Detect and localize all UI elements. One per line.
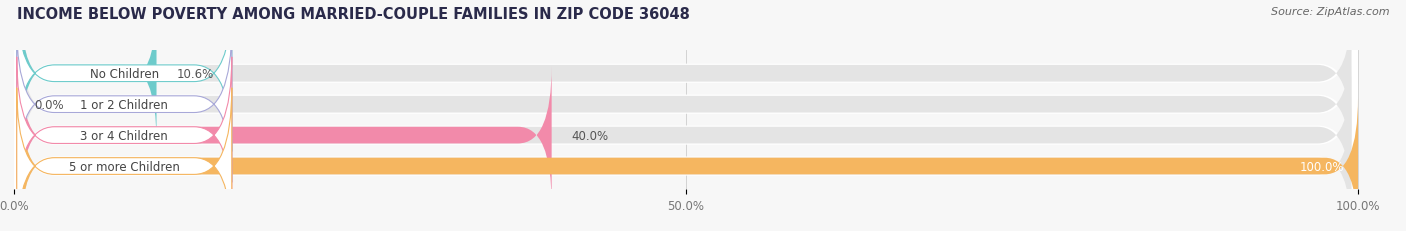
FancyBboxPatch shape: [21, 36, 1351, 173]
Text: 3 or 4 Children: 3 or 4 Children: [80, 129, 169, 142]
Text: 10.6%: 10.6%: [177, 67, 214, 80]
FancyBboxPatch shape: [17, 58, 232, 213]
FancyBboxPatch shape: [14, 0, 1358, 157]
FancyBboxPatch shape: [14, 22, 1358, 188]
Text: 1 or 2 Children: 1 or 2 Children: [80, 98, 169, 111]
Text: No Children: No Children: [90, 67, 159, 80]
Text: 5 or more Children: 5 or more Children: [69, 160, 180, 173]
Text: Source: ZipAtlas.com: Source: ZipAtlas.com: [1271, 7, 1389, 17]
FancyBboxPatch shape: [21, 98, 1358, 231]
FancyBboxPatch shape: [21, 98, 1351, 231]
FancyBboxPatch shape: [21, 67, 551, 204]
FancyBboxPatch shape: [21, 67, 1351, 204]
FancyBboxPatch shape: [21, 5, 156, 143]
Text: 0.0%: 0.0%: [34, 98, 63, 111]
FancyBboxPatch shape: [14, 83, 1358, 231]
FancyBboxPatch shape: [17, 0, 232, 152]
FancyBboxPatch shape: [17, 27, 232, 183]
FancyBboxPatch shape: [17, 88, 232, 231]
Text: 100.0%: 100.0%: [1301, 160, 1344, 173]
FancyBboxPatch shape: [14, 53, 1358, 218]
Text: INCOME BELOW POVERTY AMONG MARRIED-COUPLE FAMILIES IN ZIP CODE 36048: INCOME BELOW POVERTY AMONG MARRIED-COUPL…: [17, 7, 690, 22]
Text: 40.0%: 40.0%: [572, 129, 609, 142]
FancyBboxPatch shape: [21, 5, 1351, 143]
